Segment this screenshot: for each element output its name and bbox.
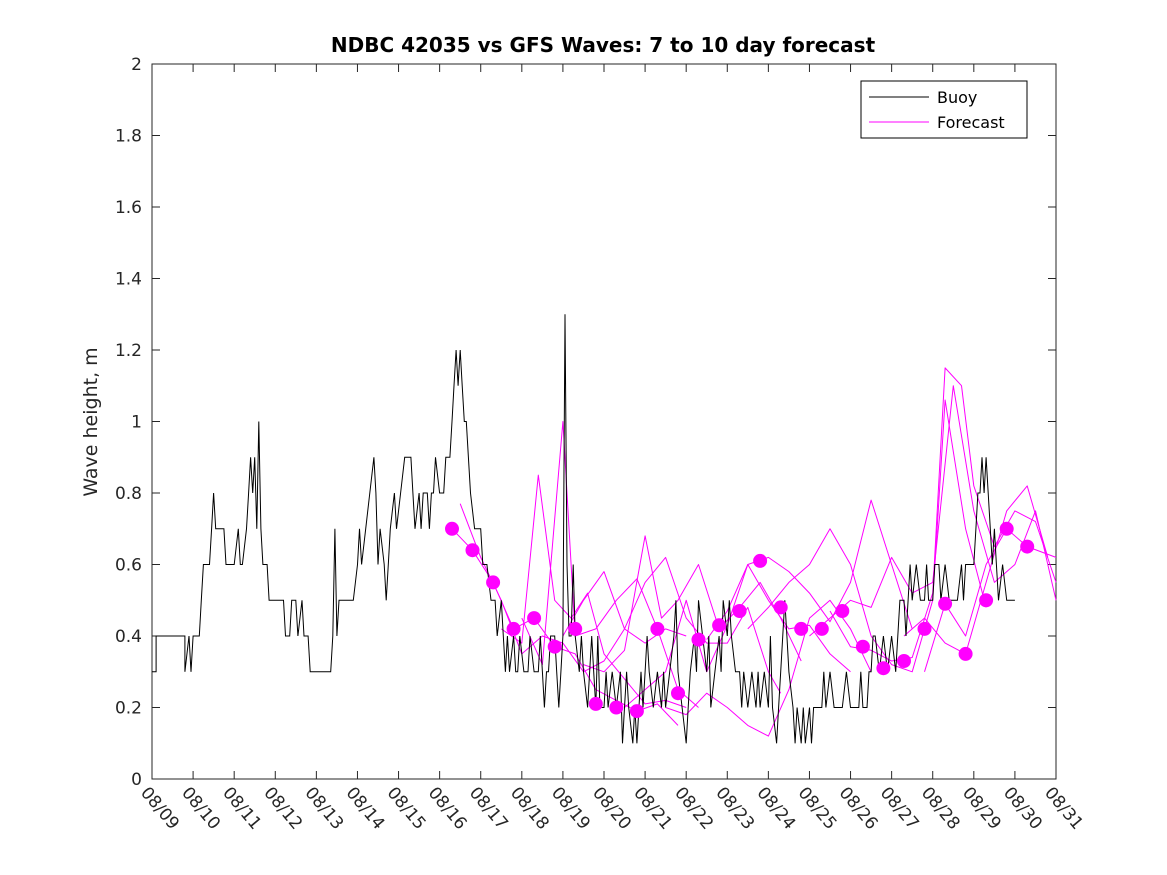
- forecast-marker: [650, 621, 665, 636]
- forecast-series-line: [583, 535, 802, 673]
- y-tick-label: 1.2: [115, 341, 142, 361]
- forecast-series-line: [747, 399, 987, 673]
- y-tick-label: 0.2: [115, 699, 142, 719]
- x-tick-label: 08/23: [711, 783, 758, 833]
- forecast-marker: [629, 704, 644, 719]
- y-tick-label: 1: [131, 413, 142, 433]
- x-tick-label: 08/25: [794, 783, 841, 833]
- y-axis-label: Wave height, m: [80, 347, 102, 496]
- x-tick-label: 08/20: [588, 783, 635, 833]
- forecast-marker: [486, 575, 501, 590]
- forecast-marker: [855, 639, 870, 654]
- legend-forecast-label: Forecast: [937, 113, 1005, 132]
- forecast-marker: [527, 611, 542, 626]
- forecast-marker: [588, 696, 603, 711]
- forecast-marker: [938, 596, 953, 611]
- forecast-marker: [568, 621, 583, 636]
- chart-title: NDBC 42035 vs GFS Waves: 7 to 10 day for…: [331, 33, 876, 57]
- y-tick-label: 1.4: [115, 270, 142, 290]
- forecast-marker: [1020, 539, 1035, 554]
- forecast-marker: [465, 543, 480, 558]
- x-tick-label: 08/14: [342, 783, 389, 833]
- forecast-series-line: [706, 499, 913, 640]
- forecast-marker: [814, 621, 829, 636]
- forecast-marker: [794, 621, 809, 636]
- forecast-marker: [876, 661, 891, 676]
- x-tick-label: 08/19: [547, 783, 594, 833]
- forecast-marker: [835, 604, 850, 618]
- plot-area: 00.20.40.60.811.21.41.61.8208/0908/1008/…: [115, 55, 1087, 834]
- forecast-marker: [773, 600, 788, 615]
- forecast-marker: [897, 654, 911, 668]
- forecast-series-line: [562, 556, 782, 694]
- forecast-marker: [445, 521, 459, 536]
- forecast-marker: [609, 700, 624, 715]
- x-tick-label: 08/12: [259, 783, 306, 833]
- x-tick-label: 08/29: [958, 783, 1005, 833]
- x-tick-label: 08/26: [835, 783, 882, 833]
- forecast-series-line: [501, 474, 687, 708]
- y-tick-label: 0.8: [115, 484, 142, 504]
- forecast-series-line: [624, 564, 851, 708]
- legend: Buoy Forecast: [860, 80, 1028, 139]
- y-tick-label: 1.6: [115, 198, 142, 218]
- forecast-series-line: [809, 385, 1057, 637]
- x-tick-label: 08/27: [876, 783, 923, 833]
- forecast-marker: [712, 618, 727, 633]
- y-tick-label: 0.6: [115, 556, 142, 576]
- forecast-series-line: [903, 485, 1049, 655]
- forecast-marker: [506, 621, 521, 636]
- x-tick-label: 08/15: [383, 783, 430, 833]
- y-tick-label: 2: [131, 55, 142, 75]
- forecast-marker: [691, 632, 706, 647]
- x-tick-label: 08/30: [999, 783, 1046, 833]
- x-tick-label: 08/17: [465, 783, 512, 833]
- forecast-series-line: [829, 367, 1057, 662]
- forecast-marker: [917, 621, 932, 636]
- forecast-marker: [732, 604, 747, 618]
- x-tick-label: 08/21: [629, 783, 676, 833]
- forecast-marker: [999, 521, 1014, 536]
- x-tick-label: 08/16: [424, 783, 471, 833]
- forecast-marker: [753, 553, 768, 568]
- y-tick-label: 0.4: [115, 627, 142, 647]
- forecast-series-line: [459, 503, 687, 673]
- forecast-series-line: [521, 421, 699, 708]
- x-tick-label: 08/09: [136, 783, 183, 833]
- forecast-marker: [547, 639, 562, 654]
- y-tick-label: 0: [131, 770, 142, 790]
- x-tick-label: 08/13: [301, 783, 348, 833]
- x-tick-label: 08/18: [506, 783, 553, 833]
- x-tick-label: 08/10: [177, 783, 224, 833]
- x-tick-label: 08/31: [1040, 783, 1087, 833]
- x-tick-label: 08/11: [218, 783, 265, 833]
- x-tick-label: 08/24: [753, 783, 800, 833]
- x-tick-label: 08/28: [917, 783, 964, 833]
- x-tick-label: 08/22: [670, 783, 717, 833]
- forecast-marker: [671, 686, 685, 701]
- buoy-series-line: [152, 314, 1015, 744]
- legend-box: [860, 80, 1028, 139]
- forecast-marker: [958, 646, 973, 661]
- y-tick-label: 1.8: [115, 127, 142, 147]
- legend-buoy-label: Buoy: [937, 88, 977, 107]
- forecast-marker: [979, 593, 994, 608]
